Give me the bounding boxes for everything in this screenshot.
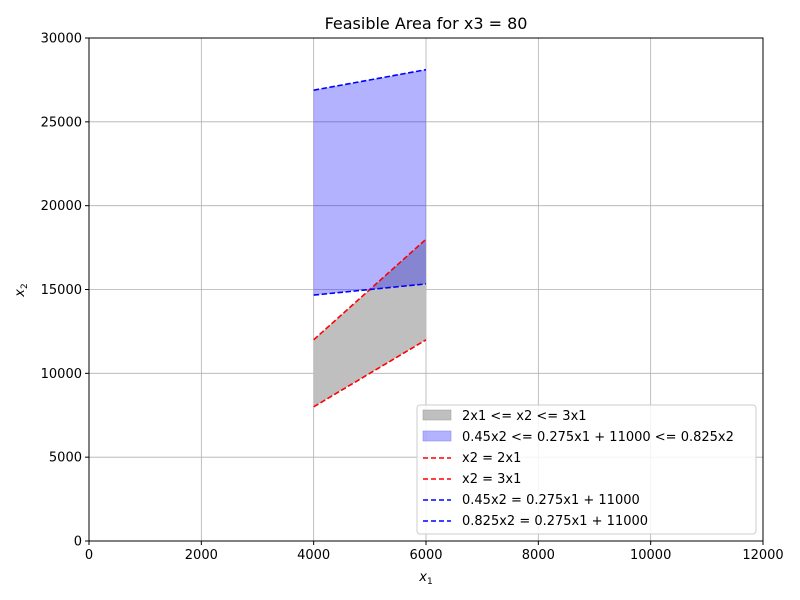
x-tick-label: 8000	[522, 548, 555, 563]
chart-title: Feasible Area for x3 = 80	[325, 14, 528, 33]
y-axis-ticks: 0 5000 10000 15000 20000 25000 30000	[41, 32, 89, 550]
line-0825x2	[313, 283, 427, 296]
y-tick-label: 0	[74, 535, 82, 550]
line-045x2	[313, 68, 427, 91]
x-tick-label: 4000	[297, 548, 330, 563]
series-lines	[313, 68, 427, 408]
legend: 2x1 <= x2 <= 3x1 0.45x2 <= 0.275x1 + 110…	[416, 404, 757, 535]
y-tick-label: 20000	[41, 199, 82, 214]
fill-areas	[313, 69, 426, 407]
x-axis-label-sub: 1	[427, 577, 433, 587]
legend-label-gray-fill: 2x1 <= x2 <= 3x1	[462, 409, 587, 424]
x-axis-label: x1	[418, 570, 432, 587]
y-tick-label: 25000	[41, 115, 82, 130]
fill-region-gray	[313, 239, 426, 407]
legend-swatch-gray-fill	[422, 409, 452, 421]
x-axis-ticks: 0 2000 4000 6000 8000 10000 12000	[85, 541, 784, 563]
x-tick-label: 12000	[742, 548, 783, 563]
x-tick-label: 0	[85, 548, 93, 563]
y-axis-label: x2	[13, 283, 30, 297]
legend-label-line-045: 0.45x2 = 0.275x1 + 11000	[462, 493, 640, 508]
y-axis-label-main: x	[13, 289, 28, 298]
legend-label-line-x2-2x1: x2 = 2x1	[462, 451, 521, 466]
legend-label-line-x2-3x1: x2 = 3x1	[462, 472, 521, 487]
fill-region-blue	[313, 69, 426, 296]
x-tick-label: 10000	[630, 548, 671, 563]
legend-label-line-0825: 0.825x2 = 0.275x1 + 11000	[462, 514, 648, 529]
legend-swatch-blue-fill	[422, 430, 452, 442]
legend-label-blue-fill: 0.45x2 <= 0.275x1 + 11000 <= 0.825x2	[462, 430, 734, 445]
y-tick-label: 30000	[41, 32, 82, 47]
line-x2-2x1	[313, 339, 427, 408]
y-tick-label: 15000	[41, 283, 82, 298]
x-tick-label: 2000	[185, 548, 218, 563]
y-tick-label: 10000	[41, 367, 82, 382]
x-tick-label: 6000	[409, 548, 442, 563]
y-tick-label: 5000	[49, 451, 82, 466]
x-axis-label-main: x	[418, 570, 427, 585]
legend-frame	[416, 404, 757, 535]
y-axis-label-sub: 2	[20, 283, 30, 289]
